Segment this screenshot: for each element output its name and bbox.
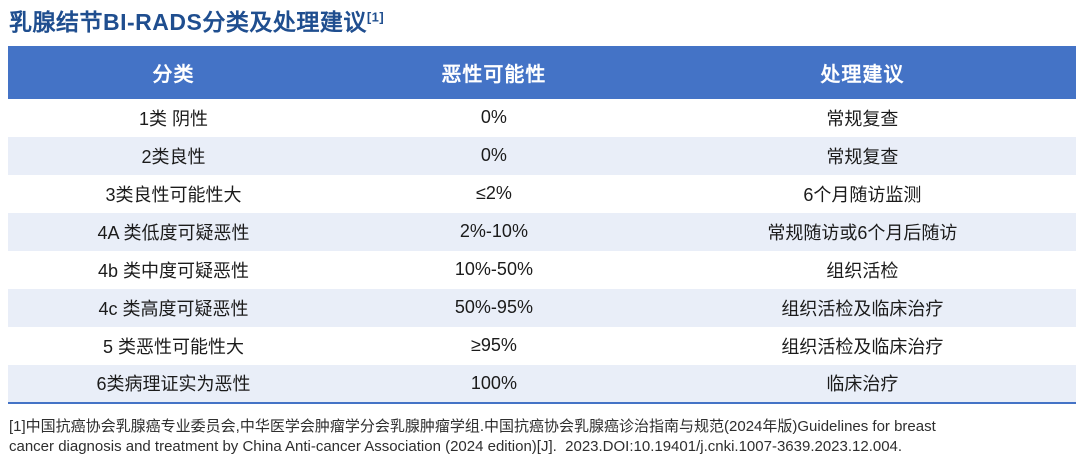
cell-category: 4c 类高度可疑恶性 xyxy=(8,288,340,327)
cell-category: 4b 类中度可疑恶性 xyxy=(8,250,340,289)
table-row: 5 类恶性可能性大 ≥95% 组织活检及临床治疗 xyxy=(8,326,1076,365)
cell-probability: 100% xyxy=(339,364,649,403)
page-title-text: 乳腺结节BI-RADS分类及处理建议 xyxy=(9,9,367,35)
table-row: 4b 类中度可疑恶性 10%-50% 组织活检 xyxy=(8,250,1076,289)
cell-probability: ≤2% xyxy=(339,174,649,213)
cell-probability: 10%-50% xyxy=(339,250,649,289)
cell-advice: 常规复查 xyxy=(648,136,1076,175)
cell-advice: 组织活检及临床治疗 xyxy=(648,326,1076,365)
column-header-probability: 恶性可能性 xyxy=(339,45,649,99)
cell-probability: 0% xyxy=(339,98,649,137)
cell-category: 3类良性可能性大 xyxy=(8,174,340,213)
table-row: 3类良性可能性大 ≤2% 6个月随访监测 xyxy=(8,174,1076,213)
table-row: 4c 类高度可疑恶性 50%-95% 组织活检及临床治疗 xyxy=(8,288,1076,327)
page-title: 乳腺结节BI-RADS分类及处理建议[1] xyxy=(8,9,1072,37)
table-row: 6类病理证实为恶性 100% 临床治疗 xyxy=(8,364,1076,403)
cell-probability: 2%-10% xyxy=(339,212,649,251)
footnote-line-2: cancer diagnosis and treatment by China … xyxy=(9,437,903,455)
column-header-category: 分类 xyxy=(8,45,340,99)
cell-category: 4A 类低度可疑恶性 xyxy=(8,212,340,251)
cell-advice: 6个月随访监测 xyxy=(648,174,1076,213)
cell-probability: 50%-95% xyxy=(339,288,649,327)
table-header-row: 分类 恶性可能性 处理建议 xyxy=(8,45,1076,99)
cell-advice: 临床治疗 xyxy=(648,364,1076,403)
cell-probability: ≥95% xyxy=(339,326,649,365)
cell-category: 5 类恶性可能性大 xyxy=(8,326,340,365)
cell-advice: 常规复查 xyxy=(648,98,1076,137)
cell-advice: 组织活检 xyxy=(648,250,1076,289)
cell-advice: 组织活检及临床治疗 xyxy=(648,288,1076,327)
cell-category: 2类良性 xyxy=(8,136,340,175)
footnote: [1]中国抗癌协会乳腺癌专业委员会,中华医学会肿瘤学分会乳腺肿瘤学组.中国抗癌协… xyxy=(8,417,1072,457)
page-title-citation-marker: [1] xyxy=(366,9,385,25)
column-header-advice: 处理建议 xyxy=(648,45,1076,99)
cell-category: 1类 阴性 xyxy=(8,98,340,137)
cell-probability: 0% xyxy=(339,136,649,175)
cell-category: 6类病理证实为恶性 xyxy=(8,364,340,403)
cell-advice: 常规随访或6个月后随访 xyxy=(648,212,1076,251)
table-row: 4A 类低度可疑恶性 2%-10% 常规随访或6个月后随访 xyxy=(8,212,1076,251)
footnote-line-1: [1]中国抗癌协会乳腺癌专业委员会,中华医学会肿瘤学分会乳腺肿瘤学组.中国抗癌协… xyxy=(9,417,936,435)
birads-table: 分类 恶性可能性 处理建议 1类 阴性 0% 常规复查 2类良性 0% 常规复查… xyxy=(8,45,1076,404)
table-row: 2类良性 0% 常规复查 xyxy=(8,136,1076,175)
table-row: 1类 阴性 0% 常规复查 xyxy=(8,98,1076,137)
